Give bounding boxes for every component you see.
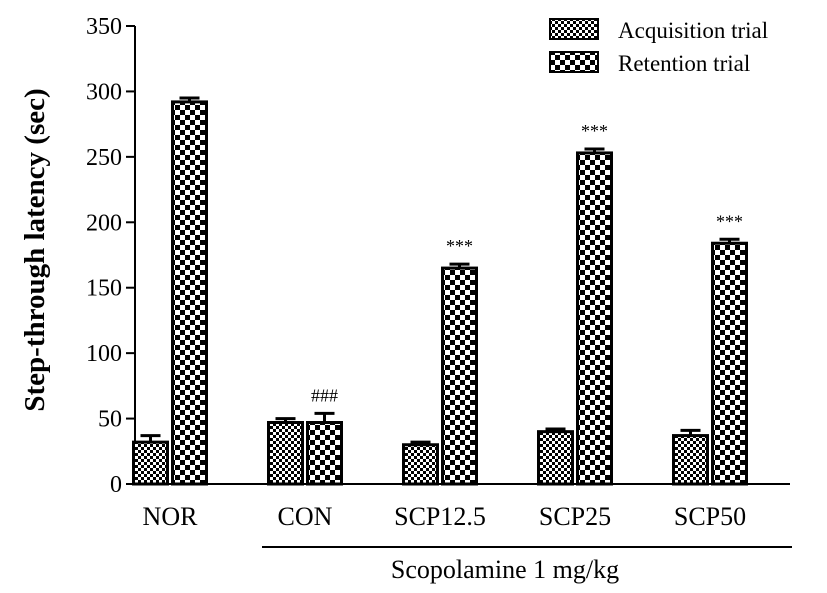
x-tick-label: NOR: [143, 502, 199, 531]
y-tick-label: 300: [86, 79, 122, 105]
y-tick-label: 50: [98, 407, 122, 433]
bars-group: [132, 96, 748, 486]
scopolamine-bracket-label: Scopolamine 1 mg/kg: [391, 555, 619, 584]
significance-annotations: ### *** *** ***: [311, 121, 743, 405]
bar-acquisition-con: [267, 420, 304, 486]
bar-acquisition-scp125: [402, 443, 439, 486]
bar-retention-scp25: [576, 151, 613, 486]
significance-marker: ***: [716, 211, 743, 231]
legend-label-acquisition: Acquisition trial: [618, 18, 768, 43]
y-tick-label: 200: [86, 210, 122, 236]
bar-retention-scp125: [441, 266, 478, 486]
bar-retention-con: [306, 420, 343, 486]
significance-marker: ***: [446, 236, 473, 256]
significance-marker: ###: [311, 385, 338, 405]
y-tick-label: 150: [86, 276, 122, 302]
bar-retention-scp50: [711, 241, 748, 486]
y-tick-label: 0: [110, 472, 122, 498]
y-ticks: 0 50 100 150 200 250 300 350: [86, 14, 135, 498]
bar-acquisition-nor: [132, 440, 169, 486]
y-tick-label: 250: [86, 145, 122, 171]
x-tick-label: CON: [278, 502, 333, 531]
x-tick-label: SCP12.5: [394, 502, 486, 531]
y-axis-label: Step-through latency (sec): [19, 88, 51, 411]
y-tick-label: 100: [86, 341, 122, 367]
legend-label-retention: Retention trial: [618, 51, 750, 76]
x-tick-labels: NOR CON SCP12.5 SCP25 SCP50: [143, 502, 747, 531]
bar-acquisition-scp25: [537, 430, 574, 486]
bar-acquisition-scp50: [672, 434, 709, 486]
bar-retention-nor: [171, 100, 208, 486]
legend: Acquisition trial Retention trial: [549, 18, 768, 76]
significance-marker: ***: [581, 121, 608, 141]
x-tick-label: SCP25: [539, 502, 611, 531]
y-tick-label: 350: [86, 14, 122, 40]
legend-swatch-retention: [549, 51, 599, 73]
legend-swatch-acquisition: [549, 18, 599, 40]
x-tick-label: SCP50: [674, 502, 746, 531]
